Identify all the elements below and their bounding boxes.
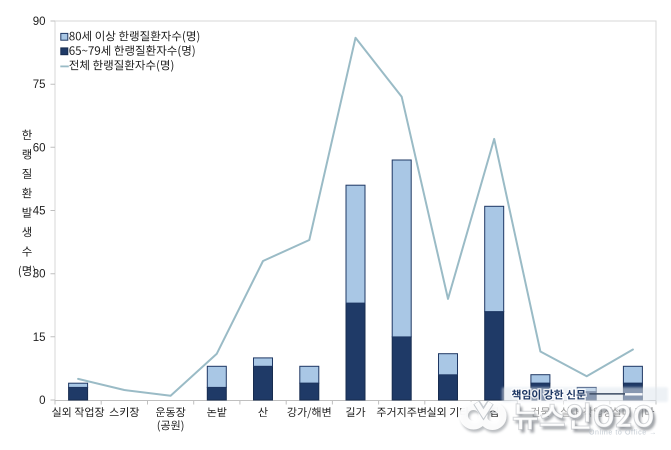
svg-text:75: 75 (33, 79, 46, 91)
svg-text:90: 90 (33, 16, 46, 28)
svg-text:Online to Office →: Online to Office → (589, 430, 657, 437)
svg-text:30: 30 (33, 269, 46, 281)
svg-text:60: 60 (33, 142, 46, 154)
svg-text:45: 45 (33, 206, 46, 218)
svg-text:15: 15 (33, 332, 46, 344)
svg-text:0: 0 (39, 395, 45, 407)
